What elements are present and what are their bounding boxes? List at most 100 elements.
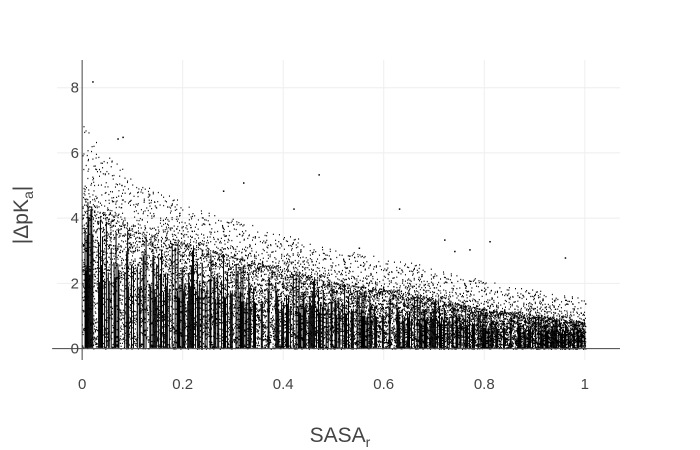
- data-point: [202, 275, 204, 278]
- data-point: [184, 250, 186, 252]
- data-point: [173, 199, 175, 201]
- data-point: [120, 281, 122, 284]
- data-point: [176, 274, 178, 276]
- data-point: [205, 292, 207, 294]
- data-points: [81, 81, 587, 350]
- data-point: [247, 318, 249, 321]
- data-point: [127, 223, 129, 225]
- data-point: [127, 188, 129, 190]
- data-point: [106, 319, 108, 322]
- data-point: [114, 214, 116, 217]
- data-point: [225, 279, 227, 281]
- data-point: [249, 273, 251, 275]
- data-point: [219, 335, 221, 337]
- data-point: [146, 258, 148, 260]
- data-point: [236, 324, 238, 326]
- data-point: [186, 233, 188, 236]
- data-point: [223, 256, 225, 258]
- data-point: [203, 298, 205, 300]
- data-point: [195, 279, 197, 282]
- data-point: [85, 187, 87, 189]
- data-point: [116, 256, 118, 259]
- data-point: [251, 264, 253, 267]
- data-point: [199, 307, 201, 309]
- data-point: [122, 314, 124, 317]
- data-point: [230, 268, 232, 270]
- data-point: [218, 281, 220, 283]
- data-point: [141, 288, 143, 291]
- data-point: [137, 195, 139, 198]
- data-point: [252, 236, 254, 239]
- data-point: [197, 274, 199, 276]
- data-point: [92, 209, 94, 211]
- data-point: [105, 263, 107, 266]
- data-point: [228, 274, 230, 277]
- data-point: [244, 289, 246, 291]
- data-point: [132, 250, 134, 252]
- data-point: [204, 266, 206, 269]
- data-point: [115, 222, 117, 224]
- data-point: [189, 245, 191, 247]
- data-point: [84, 273, 86, 276]
- data-point: [189, 273, 191, 275]
- data-point: [126, 222, 128, 224]
- data-point: [84, 188, 86, 191]
- data-point: [100, 256, 102, 258]
- data-point: [247, 257, 249, 260]
- data-point: [162, 300, 164, 302]
- data-point: [250, 291, 252, 293]
- data-point: [164, 230, 166, 233]
- data-point: [173, 346, 175, 349]
- data-point: [219, 276, 221, 278]
- data-point: [173, 272, 175, 275]
- data-point: [175, 267, 177, 269]
- data-point: [223, 260, 225, 263]
- data-point: [144, 225, 146, 227]
- data-point: [185, 244, 187, 247]
- data-point: [207, 280, 209, 283]
- data-point: [151, 344, 153, 346]
- data-point: [150, 241, 152, 244]
- data-point: [245, 230, 247, 232]
- data-point: [112, 201, 114, 203]
- data-point: [146, 268, 148, 271]
- data-point: [104, 248, 106, 250]
- data-point: [251, 250, 253, 252]
- data-point: [228, 343, 230, 345]
- data-point: [230, 245, 232, 247]
- data-point: [138, 246, 140, 249]
- data-point: [239, 287, 241, 290]
- data-point: [168, 281, 170, 284]
- data-point: [86, 225, 88, 227]
- data-point: [98, 227, 100, 229]
- data-point: [175, 244, 177, 246]
- data-point: [249, 287, 251, 290]
- data-point: [182, 226, 184, 228]
- data-point: [211, 323, 213, 326]
- data-point: [161, 225, 163, 227]
- data-point: [159, 258, 161, 260]
- data-point: [238, 313, 240, 316]
- data-point: [254, 260, 256, 262]
- data-point: [101, 227, 103, 230]
- data-point: [112, 178, 114, 180]
- data-point: [208, 299, 210, 301]
- data-point: [207, 333, 209, 336]
- data-point: [120, 228, 122, 230]
- data-point: [116, 320, 118, 322]
- data-point: [92, 179, 94, 181]
- data-point: [178, 274, 180, 277]
- data-point: [146, 263, 148, 265]
- data-point: [154, 244, 156, 247]
- data-point: [252, 279, 254, 282]
- data-point: [250, 301, 252, 303]
- data-point: [237, 263, 239, 266]
- data-point: [179, 273, 181, 275]
- data-point: [206, 283, 208, 285]
- data-point: [155, 206, 157, 209]
- data-point: [84, 315, 86, 317]
- data-point: [173, 295, 175, 297]
- data-point: [125, 321, 127, 324]
- data-point: [180, 301, 182, 303]
- data-point: [163, 341, 165, 344]
